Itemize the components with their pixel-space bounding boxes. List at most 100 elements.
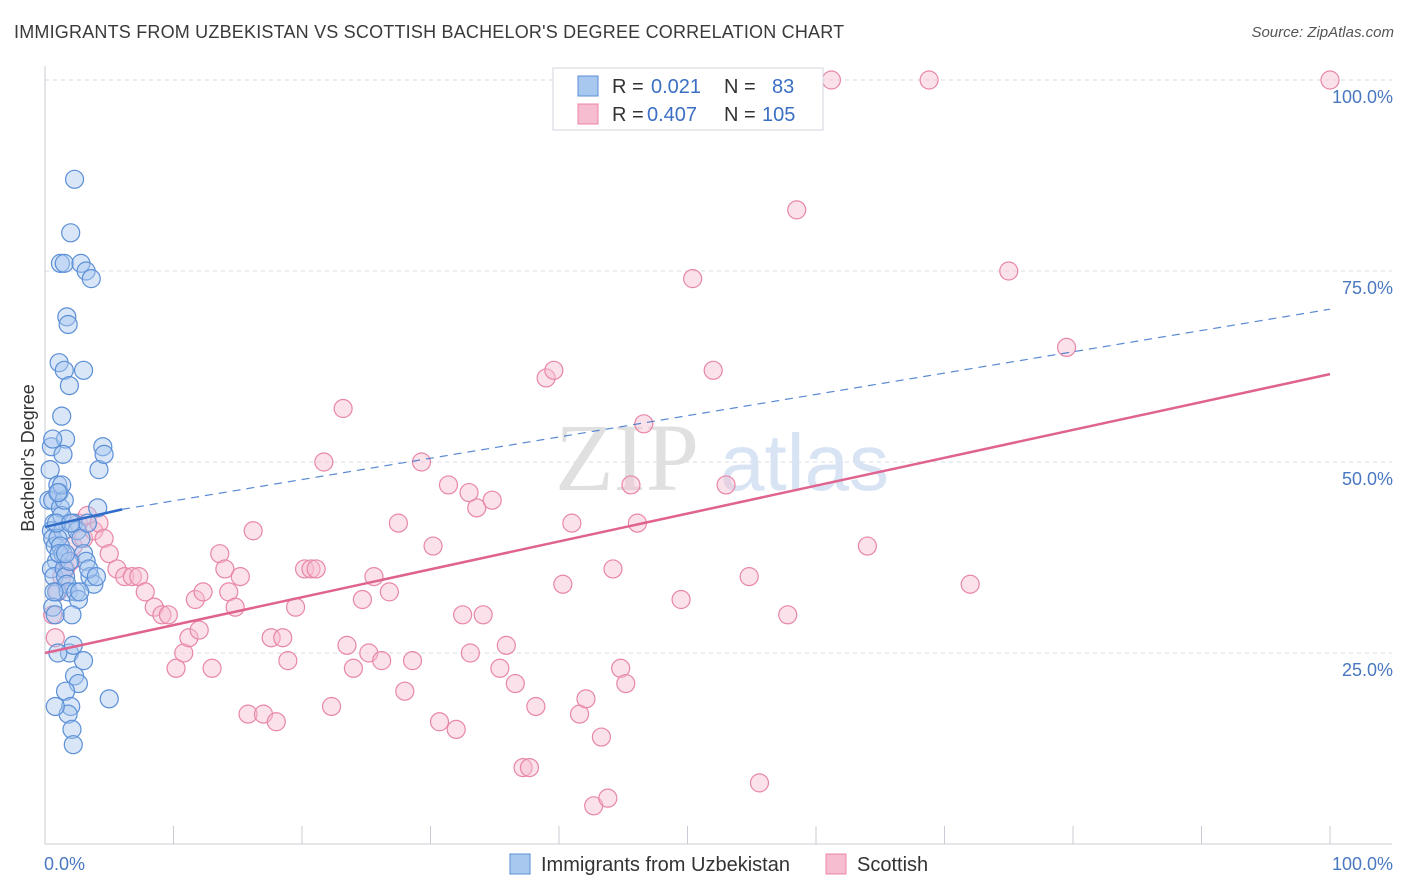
- scottish-point-57: [411, 452, 432, 472]
- scottish-point-48: [343, 658, 363, 678]
- scottish-point-104: [189, 620, 209, 640]
- legend-r-label-1: R =: [612, 76, 644, 98]
- scottish-point-81: [598, 788, 618, 808]
- scottish-point-76: [562, 513, 582, 533]
- uzbekistan-point-57: [73, 651, 94, 671]
- uzbekistan-point-68: [54, 490, 74, 510]
- source-label: Source: ZipAtlas.com: [1251, 24, 1394, 41]
- scottish-point-97: [919, 70, 939, 90]
- uzbekistan-point-12: [43, 597, 63, 617]
- bottom-legend-swatch-blue: [509, 853, 531, 875]
- uzbekistan-trend-line: [44, 508, 123, 529]
- scottish-point-21: [158, 605, 178, 625]
- scottish-point-13: [99, 544, 119, 564]
- scottish-point-88: [671, 589, 691, 610]
- scottish-point-54: [388, 513, 408, 533]
- uzbekistan-point-29: [53, 444, 73, 464]
- uzbekistan-point-32: [54, 360, 74, 380]
- scottish-point-28: [210, 544, 230, 564]
- scottish-point-41: [294, 559, 315, 579]
- trend-lines: [44, 308, 1331, 655]
- scottish-point-42: [301, 559, 321, 579]
- scottish-point-72: [526, 696, 546, 717]
- uzbekistan-point-41: [81, 269, 101, 289]
- uzbekistan-point-27: [52, 406, 72, 426]
- x-tick-label-0: 0.0%: [44, 854, 85, 874]
- scottish-point-99: [999, 261, 1019, 281]
- scottish-point-73: [536, 368, 556, 388]
- scottish-point-36: [261, 628, 281, 648]
- scottish-point-39: [278, 651, 298, 671]
- uzbekistan-point-61: [61, 696, 81, 717]
- uzbekistan-point-19: [48, 528, 68, 549]
- uzbekistan-point-65: [45, 696, 65, 717]
- scottish-point-58: [423, 536, 443, 556]
- bottom-legend: Immigrants from Uzbekistan Scottish: [509, 853, 928, 876]
- scottish-point-22: [166, 658, 186, 678]
- scottish-point-69: [505, 673, 525, 694]
- uzbekistan-point-42: [89, 460, 109, 480]
- scottish-point-100: [1056, 337, 1077, 357]
- scottish-point-91: [716, 475, 736, 495]
- scottish-point-32: [230, 566, 250, 587]
- scottish-point-52: [372, 651, 392, 671]
- uzbekistan-point-33: [59, 376, 80, 396]
- scottish-point-14: [107, 559, 127, 579]
- scottish-point-37: [266, 712, 286, 732]
- scottish-point-65: [473, 605, 493, 625]
- scottish-point-85: [621, 475, 641, 495]
- uzbekistan-point-66: [88, 498, 108, 518]
- uzbekistan-point-43: [93, 437, 113, 457]
- chart-title: IMMIGRANTS FROM UZBEKISTAN VS SCOTTISH B…: [14, 22, 845, 42]
- tick-labels: 25.0% 50.0% 75.0% 100.0% 0.0% 100.0%: [44, 87, 1393, 874]
- legend-box: R = 0.021 N = 83 R = 0.407 N = 105: [552, 67, 824, 131]
- scottish-point-33: [238, 704, 258, 724]
- uzbekistan-point-54: [62, 605, 82, 625]
- scottish-point-78: [576, 689, 596, 709]
- scottish-point-15: [115, 566, 135, 587]
- uzbekistan-point-70: [49, 544, 69, 564]
- scottish-point-61: [446, 719, 466, 740]
- legend-swatch-pink: [577, 103, 599, 125]
- scottish-point-102: [857, 536, 878, 556]
- uzbekistan-point-13: [45, 605, 65, 625]
- uzbekistan-point-75: [86, 566, 107, 587]
- scottish-point-59: [429, 712, 450, 732]
- scottish-point-96: [821, 70, 842, 90]
- scottish-point-89: [683, 269, 703, 289]
- scottish-point-12: [94, 528, 114, 549]
- uzbekistan-point-78: [48, 482, 68, 503]
- uzbekistan-point-30: [57, 307, 77, 327]
- scottish-point-68: [496, 635, 516, 655]
- uzbekistan-point-25: [58, 582, 78, 602]
- legend-r-label-2: R =: [612, 104, 644, 126]
- scottish-point-29: [215, 559, 235, 579]
- scottish-point-63: [460, 643, 480, 663]
- y-tick-label-3: 100.0%: [1332, 87, 1393, 107]
- uzbekistan-point-1: [40, 460, 60, 480]
- scottish-point-53: [379, 582, 399, 602]
- y-axis-label: Bachelor's Degree: [18, 384, 38, 532]
- scottish-point-1: [45, 628, 65, 648]
- scottish-point-55: [395, 681, 415, 701]
- legend-n-value-1: 83: [772, 76, 794, 98]
- uzbekistan-point-74: [79, 559, 99, 579]
- scottish-point-101: [1320, 70, 1340, 90]
- y-tick-label-2: 75.0%: [1342, 278, 1393, 298]
- scottish-point-20: [152, 605, 172, 625]
- y-tick-label-0: 25.0%: [1342, 660, 1393, 680]
- y-tick-label-1: 50.0%: [1342, 469, 1393, 489]
- scottish-point-103: [459, 482, 479, 503]
- scottish-point-34: [243, 521, 263, 541]
- scottish-point-62: [453, 605, 473, 625]
- uzbekistan-point-49: [76, 551, 96, 571]
- uzbekistan-point-71: [44, 582, 64, 602]
- scottish-point-27: [202, 658, 222, 678]
- scottish-point-24: [179, 628, 199, 648]
- scottish-point-67: [490, 658, 510, 678]
- scottish-point-90: [703, 360, 723, 380]
- scottish-point-71: [519, 757, 540, 778]
- legend-n-value-2: 105: [762, 104, 795, 126]
- legend-r-value-1: 0.021: [651, 76, 701, 98]
- scottish-point-74: [544, 360, 564, 380]
